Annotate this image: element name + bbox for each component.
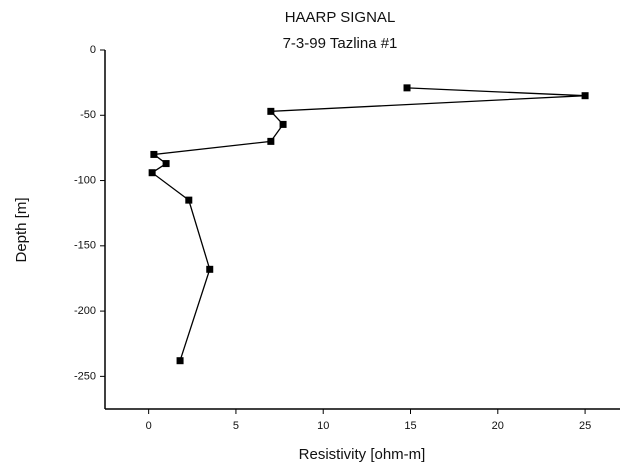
marker bbox=[279, 120, 287, 128]
y-tick-label: -50 bbox=[80, 109, 96, 121]
marker bbox=[267, 107, 275, 115]
x-tick-label: 15 bbox=[404, 420, 416, 432]
y-axis-label: Depth [m] bbox=[13, 197, 30, 262]
marker bbox=[267, 137, 275, 145]
chart-title: HAARP SIGNAL bbox=[285, 9, 396, 26]
marker bbox=[403, 84, 411, 92]
y-tick-label: -200 bbox=[74, 305, 96, 317]
marker bbox=[148, 169, 156, 177]
marker bbox=[162, 160, 170, 168]
marker bbox=[206, 265, 214, 273]
chart-subtitle: 7-3-99 Tazlina #1 bbox=[283, 35, 398, 52]
marker bbox=[150, 150, 158, 158]
marker bbox=[185, 196, 193, 204]
x-tick-label: 25 bbox=[579, 420, 591, 432]
x-tick-label: 0 bbox=[146, 420, 152, 432]
y-tick-label: -100 bbox=[74, 174, 96, 186]
x-tick-label: 5 bbox=[233, 420, 239, 432]
line bbox=[151, 87, 586, 361]
marker bbox=[581, 92, 589, 100]
y-tick-label: -250 bbox=[74, 370, 96, 382]
x-axis-label: Resistivity [ohm-m] bbox=[299, 446, 426, 463]
y-tick-label: 0 bbox=[90, 44, 96, 56]
x-tick-label: 20 bbox=[492, 420, 504, 432]
marker bbox=[176, 357, 184, 365]
x-tick-label: 10 bbox=[317, 420, 329, 432]
y-tick-label: -150 bbox=[74, 240, 96, 252]
